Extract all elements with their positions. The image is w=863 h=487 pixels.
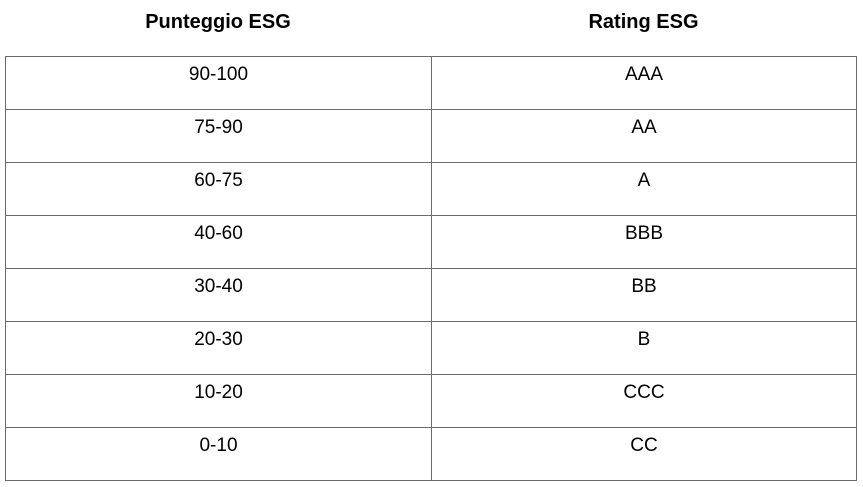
score-value: 75-90	[194, 117, 243, 138]
esg-rating-table: 90-100 AAA 75-90 AA 60-75 A 40-60 BBB 30…	[5, 56, 857, 481]
rating-cell: BB	[431, 268, 857, 322]
score-cell: 75-90	[5, 109, 432, 163]
rating-value: CC	[630, 435, 658, 456]
table-row: 20-30 B	[5, 321, 857, 375]
score-value: 60-75	[194, 170, 243, 191]
score-cell: 0-10	[5, 427, 432, 481]
header-rating: Rating ESG	[588, 10, 699, 33]
rating-value: A	[637, 170, 651, 191]
rating-cell: CCC	[431, 374, 857, 428]
score-cell: 90-100	[5, 56, 432, 110]
score-cell: 40-60	[5, 215, 432, 269]
table-row: 30-40 BB	[5, 268, 857, 322]
rating-cell: BBB	[431, 215, 857, 269]
table-row: 10-20 CCC	[5, 374, 857, 428]
rating-cell: AAA	[431, 56, 857, 110]
rating-value: BB	[631, 276, 657, 297]
score-value: 30-40	[194, 276, 243, 297]
rating-cell: A	[431, 162, 857, 216]
score-cell: 20-30	[5, 321, 432, 375]
rating-value: BBB	[624, 223, 664, 244]
score-cell: 30-40	[5, 268, 432, 322]
table-row: 75-90 AA	[5, 109, 857, 163]
rating-value: AA	[631, 117, 657, 138]
rating-cell: AA	[431, 109, 857, 163]
score-value: 40-60	[194, 223, 243, 244]
table-header: Punteggio ESG Rating ESG	[5, 0, 856, 56]
rating-value: CCC	[623, 382, 665, 403]
score-cell: 10-20	[5, 374, 432, 428]
table-row: 0-10 CC	[5, 427, 857, 481]
table-row: 90-100 AAA	[5, 56, 857, 110]
rating-cell: CC	[431, 427, 857, 481]
score-value: 90-100	[188, 64, 249, 85]
table-row: 60-75 A	[5, 162, 857, 216]
rating-cell: B	[431, 321, 857, 375]
header-score: Punteggio ESG	[145, 10, 291, 33]
rating-value: B	[637, 329, 651, 350]
score-value: 0-10	[199, 435, 238, 456]
score-value: 10-20	[194, 382, 243, 403]
table-row: 40-60 BBB	[5, 215, 857, 269]
score-value: 20-30	[194, 329, 243, 350]
rating-value: AAA	[624, 64, 664, 85]
score-cell: 60-75	[5, 162, 432, 216]
